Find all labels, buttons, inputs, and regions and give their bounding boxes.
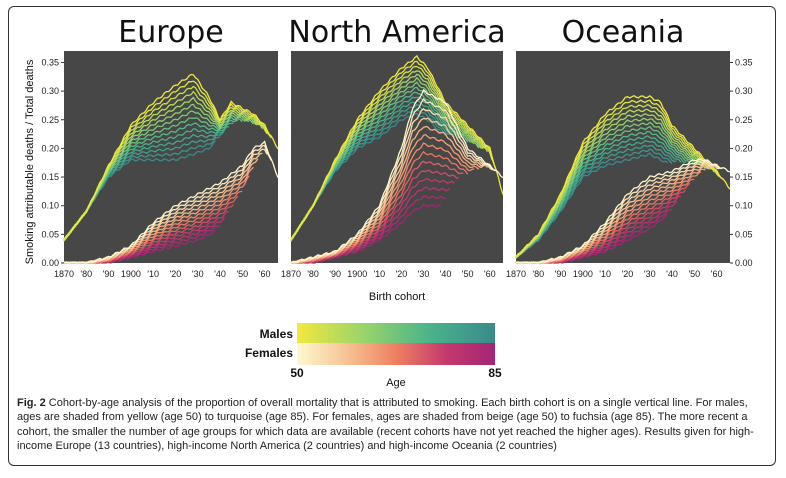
figure-chart: Europe 1870 '80 '90 1900 '10 '20 '30 '40 '50 '60 0.…: [24, 15, 753, 389]
females-age-curve: [290, 88, 504, 264]
panel-0: Europe 1870 '80 '90 1900 '10 '20 '30 '40 '50 '60 0.…: [41, 15, 279, 279]
y-tick-label: 0.05: [41, 229, 59, 239]
panel-title: Europe: [118, 15, 224, 50]
x-tick-label: '90: [103, 269, 115, 279]
legend: Males Females 50 85 Age: [245, 323, 502, 389]
x-tick-label: '60: [259, 269, 271, 279]
legend-age-title: Age: [386, 377, 406, 389]
x-tick-label: '60: [711, 269, 723, 279]
x-tick-label: '50: [462, 269, 474, 279]
x-tick-label: '20: [396, 269, 408, 279]
males-age-curve: [515, 108, 715, 258]
x-tick-label: 1900: [121, 269, 141, 279]
figure-label: Fig. 2: [17, 397, 46, 409]
y-tick-label: 0.20: [41, 143, 59, 153]
females-age-curve: [515, 171, 702, 264]
x-tick-label: '20: [170, 269, 182, 279]
males-age-curve: [515, 121, 702, 259]
males-age-curve: [290, 54, 504, 241]
y-tick-label: 0.35: [41, 57, 59, 67]
caption-text: Cohort-by-age analysis of the proportion…: [17, 397, 754, 453]
legend-females-bar: [297, 343, 495, 365]
males-age-curve: [63, 73, 279, 241]
legend-age-min: 50: [290, 366, 304, 380]
x-tick-label: '10: [599, 269, 611, 279]
x-tick-label: '30: [192, 269, 204, 279]
y-tick-label: 0.35: [735, 57, 753, 67]
females-age-curve: [291, 125, 484, 264]
panel-title: North America: [288, 15, 505, 50]
legend-males-label: Males: [260, 327, 294, 341]
y-tick-label: 0.20: [735, 143, 753, 153]
x-tick-label: '10: [147, 269, 159, 279]
x-tick-label: '90: [329, 269, 341, 279]
females-age-curve: [63, 175, 250, 264]
females-age-curve: [290, 160, 464, 264]
panel-1: North America 1870 '80 '90 1900 '10 '20 '30 '40 '…: [281, 15, 506, 279]
males-age-curve: [290, 81, 475, 241]
females-age-curve: [290, 142, 475, 264]
panel-2: Oceania 1870 '80 '90 1900 '10 '20 '30 '40 '50 '60 0…: [506, 15, 753, 279]
y-tick-label: 0.25: [41, 115, 59, 125]
y-tick-label: 0.30: [41, 86, 59, 96]
males-age-curve: [515, 117, 707, 259]
x-tick-label: '50: [236, 269, 248, 279]
x-tick-label: '20: [622, 269, 634, 279]
y-tick-label: 0.10: [41, 201, 59, 211]
x-tick-label: '80: [307, 269, 319, 279]
x-tick-label: '60: [484, 269, 496, 279]
x-tick-label: '80: [80, 269, 92, 279]
legend-females-label: Females: [245, 346, 293, 360]
y-tick-label: 0.30: [735, 86, 753, 96]
x-axis-label: Birth cohort: [369, 291, 425, 303]
legend-males-bar: [297, 323, 495, 343]
x-tick-label: '10: [373, 269, 385, 279]
figure-caption: Fig. 2 Cohort-by-age analysis of the pro…: [17, 396, 769, 454]
females-age-curve: [515, 158, 731, 264]
males-age-curve: [515, 130, 691, 257]
panel-title: Oceania: [562, 15, 685, 50]
y-tick-label: 0.00: [41, 258, 59, 268]
females-age-curve: [290, 150, 469, 264]
x-tick-label: '40: [214, 269, 226, 279]
y-tick-label: 0.05: [735, 229, 753, 239]
females-age-curve: [290, 133, 480, 264]
females-age-curve: [290, 117, 488, 264]
y-axis-label: Smoking attributable deaths / Total deat…: [24, 59, 36, 264]
males-age-curve: [515, 112, 710, 259]
x-tick-label: '40: [666, 269, 678, 279]
males-age-curve: [63, 110, 250, 241]
x-tick-label: '90: [555, 269, 567, 279]
males-age-curve: [515, 125, 695, 258]
y-tick-label: 0.15: [41, 172, 59, 182]
x-tick-label: 1870: [54, 269, 74, 279]
panel-background: [291, 51, 503, 263]
females-age-curve: [63, 140, 279, 264]
figure-frame: [8, 6, 776, 466]
y-tick-label: 0.25: [735, 115, 753, 125]
x-tick-label: 1870: [506, 269, 526, 279]
x-tick-label: '30: [418, 269, 430, 279]
x-tick-label: '50: [688, 269, 700, 279]
x-tick-label: '30: [644, 269, 656, 279]
males-age-curve: [515, 94, 731, 258]
x-tick-label: 1900: [573, 269, 593, 279]
x-tick-label: '80: [532, 269, 544, 279]
y-tick-label: 0.00: [735, 258, 753, 268]
y-tick-label: 0.10: [735, 201, 753, 211]
x-tick-label: 1900: [347, 269, 367, 279]
legend-age-max: 85: [488, 366, 502, 380]
x-tick-label: 1870: [281, 269, 301, 279]
y-tick-label: 0.15: [735, 172, 753, 182]
x-tick-label: '40: [440, 269, 452, 279]
